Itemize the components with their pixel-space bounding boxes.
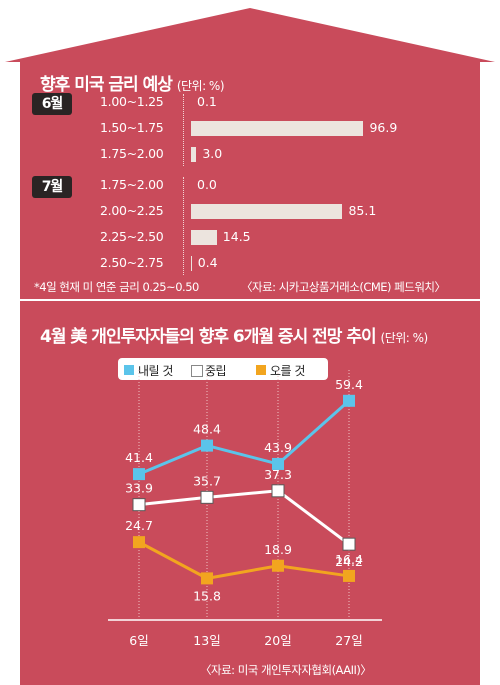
footnote: *4일 현재 미 연준 금리 0.25~0.50 (34, 280, 199, 294)
rate-bar (191, 256, 192, 271)
rate-value-label: 14.5 (222, 229, 251, 244)
rate-range-label: 2.25~2.50 (100, 229, 164, 244)
legend-swatch (191, 365, 203, 377)
data-label: 37.3 (264, 467, 292, 482)
data-label: 15.8 (193, 588, 221, 603)
x-tick-label: 6일 (129, 633, 148, 648)
data-point (201, 439, 213, 452)
axis-separator (183, 94, 184, 166)
data-point (343, 394, 355, 407)
data-label: 24.7 (125, 518, 153, 533)
rate-range-label: 2.00~2.25 (100, 203, 164, 218)
rate-bar (191, 230, 217, 245)
month-label: 6월 (32, 93, 72, 115)
data-point (272, 559, 284, 572)
rate-value-label: 0.1 (197, 94, 217, 109)
rate-value-label: 96.9 (369, 120, 398, 135)
data-point (271, 484, 285, 498)
rate-range-label: 1.75~2.00 (100, 146, 164, 161)
legend-label: 내릴 것 (138, 364, 173, 378)
rate-value-label: 3.0 (202, 146, 223, 161)
rate-value-label: 0.0 (197, 177, 217, 192)
data-point (201, 572, 213, 585)
bottom-title: 4월 美 개인투자자들의 향후 6개월 증시 전망 추이 (단위: %) (40, 322, 428, 347)
data-label: 18.9 (264, 542, 292, 557)
data-point (133, 536, 145, 549)
series-line (138, 399, 350, 476)
data-label: 41.4 (125, 450, 153, 465)
legend-label: 중립 (205, 364, 227, 378)
data-point (272, 457, 284, 470)
data-point (133, 468, 145, 481)
data-point (342, 537, 356, 551)
month-label: 7월 (32, 176, 72, 198)
legend (118, 358, 328, 380)
data-point (200, 490, 214, 504)
data-label: 43.9 (264, 440, 292, 455)
data-point (132, 498, 146, 512)
bottom-source: 〈자료: 미국 개인투자자협회(AAII)〉 (200, 663, 372, 677)
series-line (138, 489, 350, 546)
bottom-title-text: 4월 美 개인투자자들의 향후 6개월 증시 전망 추이 (40, 327, 377, 347)
axis-separator (183, 177, 184, 275)
series-line (138, 540, 350, 580)
data-point (343, 569, 355, 582)
rate-bar (191, 147, 197, 162)
top-source: 〈자료: 시카고상품거래소(CME) 페드워치〉 (241, 280, 446, 294)
rate-range-label: 1.00~1.25 (100, 94, 164, 109)
legend-label: 오를 것 (270, 364, 305, 378)
legend-swatch (256, 365, 266, 375)
data-label: 16.4 (335, 552, 363, 567)
top-title-unit: (단위: %) (176, 79, 225, 93)
rate-bar (191, 204, 343, 219)
rate-value-label: 0.4 (197, 255, 218, 270)
data-label: 59.4 (335, 377, 363, 392)
legend-swatch (124, 365, 134, 375)
bottom-title-unit: (단위: %) (380, 331, 429, 345)
data-label: 48.4 (193, 422, 221, 437)
data-label: 33.9 (125, 481, 153, 496)
top-title-text: 향후 미국 금리 예상 (40, 75, 173, 95)
x-tick-label: 20일 (264, 633, 291, 648)
data-label: 35.7 (193, 473, 221, 488)
rate-value-label: 85.1 (348, 203, 377, 218)
rate-range-label: 1.50~1.75 (100, 120, 164, 135)
top-title: 향후 미국 금리 예상 (단위: %) (40, 70, 225, 95)
x-tick-label: 27일 (335, 633, 362, 648)
rate-range-label: 2.50~2.75 (100, 255, 164, 270)
x-tick-label: 13일 (193, 633, 220, 648)
rate-bar (191, 121, 364, 136)
data-label: 24.2 (335, 554, 363, 569)
rate-range-label: 1.75~2.00 (100, 177, 164, 192)
